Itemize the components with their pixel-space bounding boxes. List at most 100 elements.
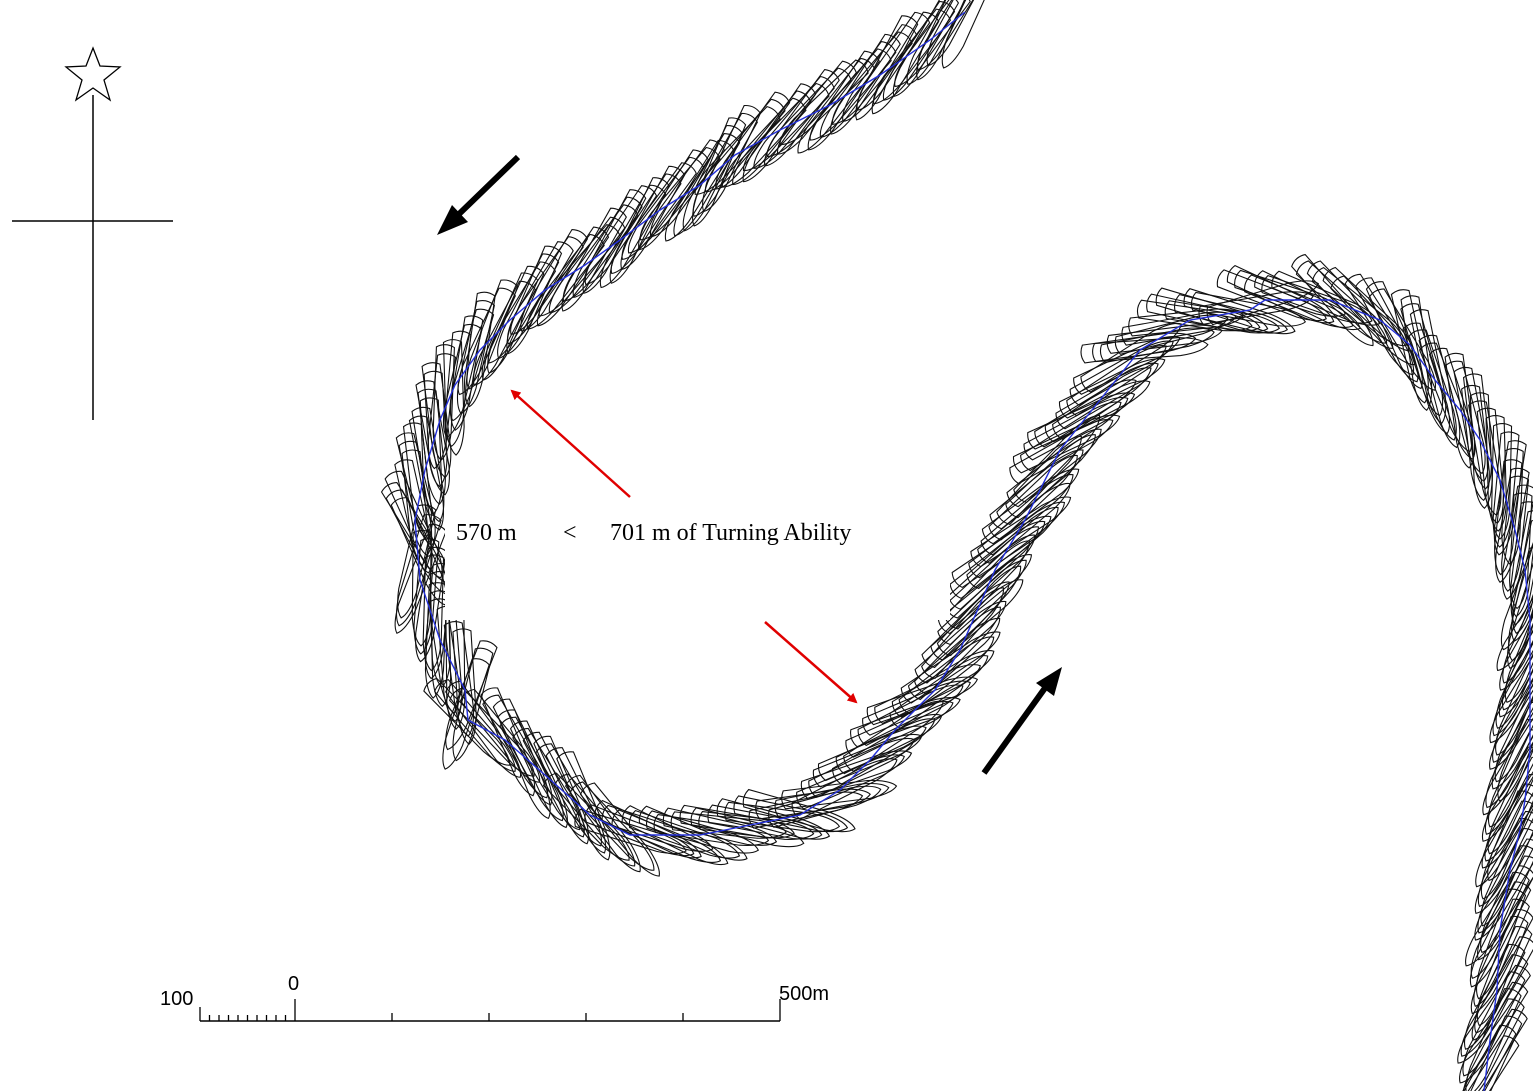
ship-hull-outline xyxy=(855,15,919,121)
ship-hull-outline xyxy=(429,570,451,688)
ship-hull-outline xyxy=(415,546,447,663)
ship-hull-outline xyxy=(977,482,1071,564)
ship-hull-outlines xyxy=(380,0,1533,1091)
ship-hull-outline xyxy=(601,804,714,852)
ship-hull-outline xyxy=(1489,668,1533,770)
north-arrow xyxy=(12,46,173,420)
ship-hull-outline xyxy=(408,415,445,531)
ship-hull-outline xyxy=(807,50,880,151)
ship-hull-outline xyxy=(1501,447,1524,565)
ship-hull-outline xyxy=(850,697,961,748)
ship-hull-outline xyxy=(819,40,897,138)
ship-hull-outline xyxy=(1497,692,1533,802)
ship-hull-outline xyxy=(1474,838,1533,941)
ship-hull-outline xyxy=(1465,865,1533,967)
radius-arrow-lower xyxy=(764,621,858,704)
ship-hull-outline xyxy=(882,0,956,101)
ship-hull-outline xyxy=(1464,1015,1523,1091)
scale-bar: 100 0 500m xyxy=(160,973,829,1022)
ship-hull-outline xyxy=(970,496,1072,568)
ship-hull-outline xyxy=(452,647,494,762)
ship-hull-outline xyxy=(1400,295,1433,411)
ship-hull-outline xyxy=(1469,881,1532,988)
direction-arrow-lower xyxy=(981,667,1062,775)
ship-hull-outline xyxy=(429,590,452,708)
ship-hull-outline xyxy=(432,344,455,461)
ship-hull-outline xyxy=(941,0,999,69)
ship-hull-outline xyxy=(599,184,667,289)
ship-hull-outline xyxy=(638,805,748,861)
ship-hull-outline xyxy=(1409,309,1447,424)
ship-hull-outline xyxy=(1474,810,1533,914)
ship-hull-outline xyxy=(921,581,1010,669)
ship-hull-outline xyxy=(649,139,726,238)
ship-hull-outline xyxy=(921,587,1005,679)
ship-track-line xyxy=(414,11,1531,1091)
ship-hull-outline xyxy=(1496,569,1533,672)
ship-hull-outline xyxy=(401,449,429,566)
ship-hull-outline xyxy=(732,90,812,186)
direction-arrow-upper xyxy=(437,154,521,235)
ship-hull-outline xyxy=(1501,484,1533,600)
ship-hull-outline xyxy=(645,810,760,854)
ship-hull-outline xyxy=(989,449,1084,530)
ship-hull-outline xyxy=(891,650,995,718)
ship-hull-outline xyxy=(1198,291,1314,325)
ship-hull-outline xyxy=(1092,337,1209,363)
ship-hull-outline xyxy=(620,165,686,271)
ship-hull-outline xyxy=(1499,586,1533,691)
ship-hull-outline xyxy=(1322,266,1413,352)
ship-hull-outline xyxy=(394,523,447,634)
turning-radius-annotation: 570 m < 701 m of Turning Ability xyxy=(445,500,950,620)
ship-hull-outline xyxy=(533,735,590,845)
ship-hull-outline xyxy=(673,133,741,237)
ship-hull-outline xyxy=(1470,908,1533,1015)
ship-hull-outline xyxy=(1470,871,1530,979)
ship-hull-outline xyxy=(944,534,1036,619)
ship-hull-outline xyxy=(1013,415,1101,503)
ship-hull-outline xyxy=(1306,260,1394,349)
ship-hull-outline xyxy=(564,774,641,873)
ship-hull-outline xyxy=(898,636,995,715)
ship-hull-outline xyxy=(716,798,831,840)
ship-hull-outline xyxy=(1400,303,1444,417)
ship-hull-outline xyxy=(1254,270,1361,331)
ship-hull-outline xyxy=(1458,1008,1528,1091)
ship-hull-outline xyxy=(442,323,483,438)
ship-hull-outline xyxy=(497,709,551,820)
ship-hull-outline xyxy=(1500,539,1533,651)
ship-hull-outline xyxy=(562,204,639,302)
ship-hull-outline xyxy=(1295,260,1388,344)
ship-hull-outline xyxy=(742,82,830,172)
ship-hull-outline xyxy=(843,700,944,772)
ship-hull-outline xyxy=(1418,342,1473,453)
turning-ability-value: 701 m of Turning Ability xyxy=(610,520,851,546)
ship-hull-outline xyxy=(481,272,539,381)
ship-hull-outline xyxy=(1234,269,1346,317)
ship-hull-outline xyxy=(981,468,1080,545)
ship-hull-outline xyxy=(907,617,1001,701)
ship-hull-outline xyxy=(926,0,991,67)
ship-hull-outline xyxy=(536,226,610,327)
ship-hull-outline xyxy=(499,716,564,822)
ship-hull-outline xyxy=(704,98,786,193)
ship-hull-outline xyxy=(548,216,626,314)
ship-hull-outline xyxy=(1482,712,1533,816)
ship-hull-outline xyxy=(812,733,923,788)
ship-hull-outline xyxy=(916,0,975,81)
ship-hull-outline xyxy=(1058,358,1166,419)
ship-hull-outline xyxy=(480,687,536,797)
ship-hull-outline xyxy=(690,807,805,848)
ship-hull-outline xyxy=(456,300,495,415)
ship-hull-outline xyxy=(842,24,918,122)
scale-label-500m: 500m xyxy=(779,983,829,1005)
ship-hull-outline xyxy=(395,432,436,547)
ship-hull-outline xyxy=(944,540,1030,630)
ship-hull-outline xyxy=(1489,640,1533,744)
ship-hull-outline xyxy=(1462,373,1492,490)
ship-hull-outline xyxy=(779,59,869,146)
ship-hull-outline xyxy=(670,811,787,839)
ship-hull-outline xyxy=(1044,380,1151,443)
ship-hull-outline xyxy=(808,737,915,798)
